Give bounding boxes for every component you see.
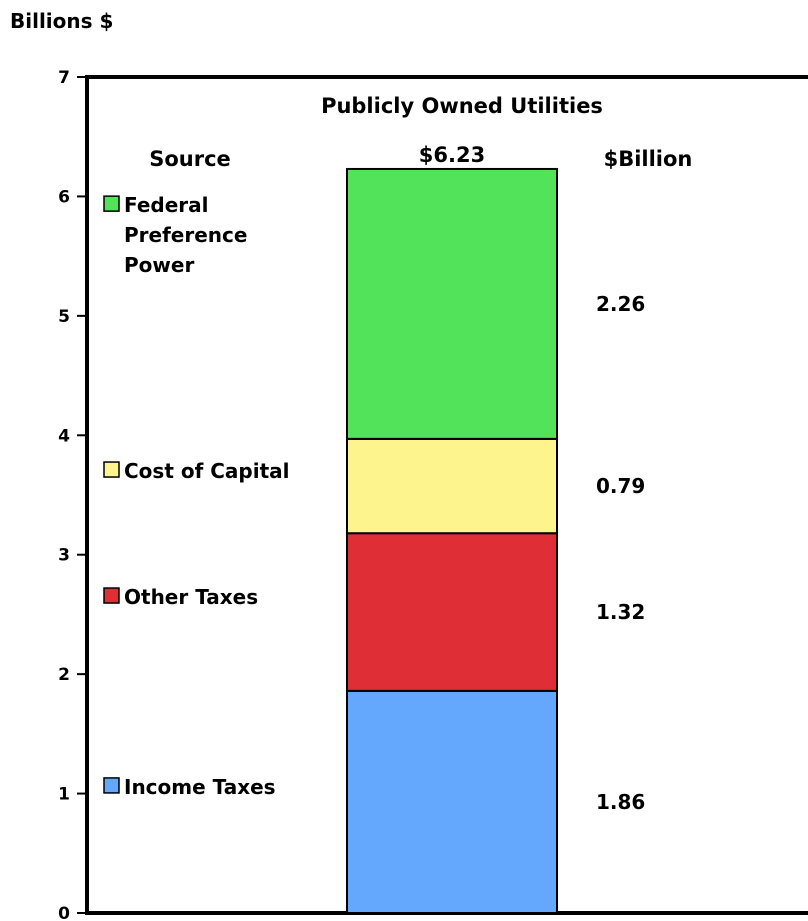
bar-segment [346, 532, 558, 692]
legend-swatch [103, 587, 120, 604]
y-axis-title: Billions $ [10, 9, 113, 33]
legend-label: Federal Preference Power [124, 193, 247, 277]
y-tick-label: 7 [58, 68, 70, 88]
bar-segment [346, 167, 558, 440]
legend-swatch [103, 777, 120, 794]
value-label: 1.86 [596, 790, 645, 814]
panel-title: Publicly Owned Utilities [321, 94, 603, 118]
legend-label: Income Taxes [124, 775, 276, 799]
y-tick-label: 3 [58, 546, 70, 566]
y-tick-label: 2 [58, 665, 70, 685]
bar-segment [346, 689, 558, 914]
bar-segments [346, 167, 558, 914]
y-tick-label: 5 [58, 307, 70, 327]
total-label: $6.23 [419, 143, 485, 167]
value-label: 1.32 [596, 600, 645, 624]
value-label: 2.26 [596, 292, 645, 316]
billion-column-header: $Billion [604, 147, 693, 171]
value-label: 0.79 [596, 474, 645, 498]
legend: Income Taxes Other Taxes Cost of Capital Fe… [103, 193, 290, 799]
value-labels: 1.86 1.32 0.79 2.26 [596, 292, 645, 814]
y-axis-ticks: 0 1 2 3 4 5 6 7 [58, 68, 87, 921]
y-tick-label: 4 [58, 426, 70, 446]
source-column-header: Source [149, 147, 231, 171]
legend-label: Other Taxes [124, 585, 258, 609]
y-tick-label: 6 [58, 187, 70, 207]
y-tick-label: 0 [58, 904, 70, 921]
legend-label: Cost of Capital [124, 459, 290, 483]
y-tick-label: 1 [58, 785, 70, 805]
bar-segment [346, 437, 558, 535]
legend-swatch [103, 461, 120, 478]
legend-swatch [103, 195, 120, 212]
